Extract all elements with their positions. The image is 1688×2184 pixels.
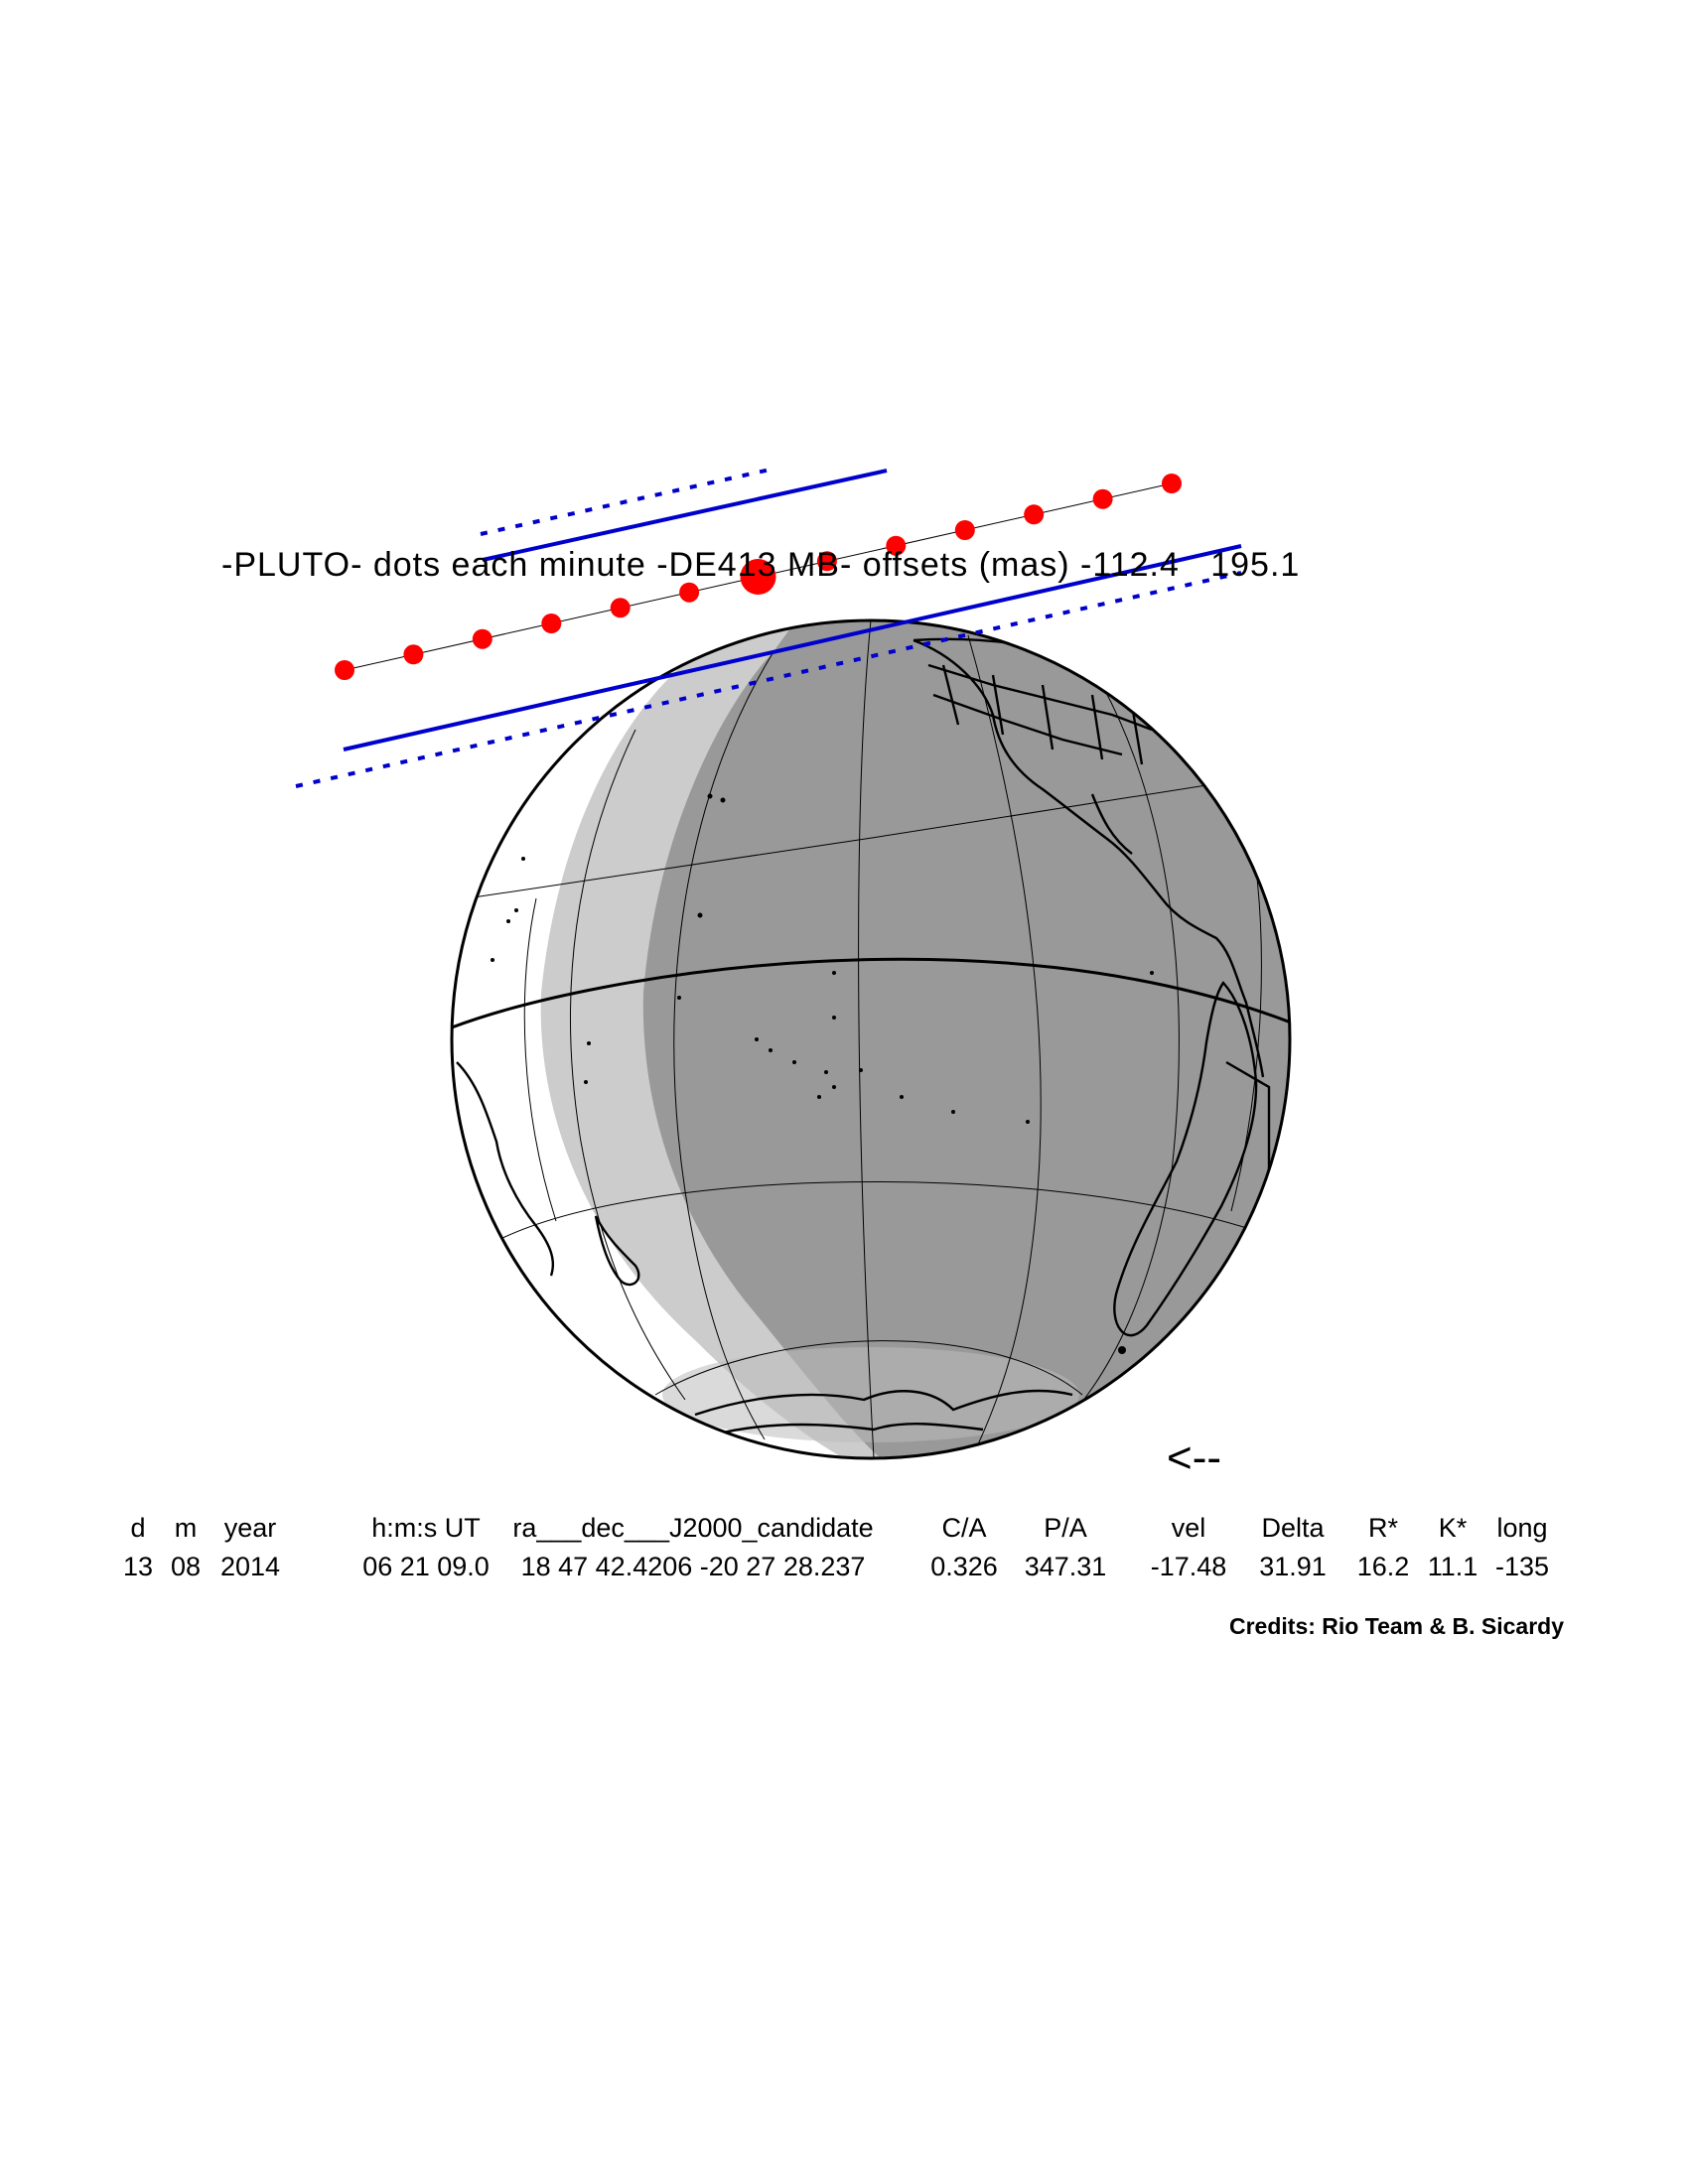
table-header: m <box>175 1513 198 1543</box>
meridian-grid <box>523 620 1262 1458</box>
north-limit-dotted-line <box>480 467 775 536</box>
north-limit-line <box>482 469 888 562</box>
south-limit-line <box>343 544 1242 751</box>
table-header: vel <box>1172 1513 1206 1543</box>
table-header: K* <box>1439 1513 1468 1543</box>
track-dot-central <box>740 559 776 595</box>
table-header: Delta <box>1261 1513 1325 1543</box>
table-header: C/A <box>941 1513 986 1543</box>
track-dot <box>472 628 492 649</box>
equator <box>452 957 1290 1029</box>
track-dot <box>610 598 631 618</box>
table-value: 347.31 <box>1025 1552 1107 1581</box>
table-value: 08 <box>171 1552 201 1581</box>
table-header: ra___dec___J2000_candidate <box>512 1513 873 1543</box>
table-value: 11.1 <box>1428 1552 1478 1581</box>
track-dot <box>954 520 975 540</box>
table-value: 06 21 09.0 <box>362 1552 490 1581</box>
south-limit-dotted-line <box>295 571 1242 788</box>
track-dot <box>1024 504 1045 525</box>
credits: Credits: Rio Team & B. Sicardy <box>1229 1613 1564 1639</box>
table-value: 16.2 <box>1357 1552 1410 1581</box>
table-header: d <box>130 1513 145 1543</box>
track-dot <box>403 644 424 665</box>
track-dot <box>541 614 562 633</box>
occultation-track <box>335 474 1182 680</box>
table-value: 0.326 <box>930 1552 998 1581</box>
direction-arrow: <-- <box>1167 1433 1221 1482</box>
map-title: -PLUTO- dots each minute -DE413 MB- offs… <box>221 546 1300 584</box>
globe-limb <box>450 618 1292 1460</box>
ephemeris-table: d m year h:m:s UT ra___dec___J2000_candidate… <box>123 1513 1549 1581</box>
table-value: 18 47 42.4206 -20 27 28.237 <box>521 1552 866 1581</box>
table-header: P/A <box>1044 1513 1087 1543</box>
pacific-islands <box>491 793 1154 1354</box>
track-dot <box>1092 488 1113 509</box>
table-header: long <box>1496 1513 1547 1543</box>
table-value: -17.48 <box>1151 1552 1227 1581</box>
track-dot <box>1162 474 1182 493</box>
track-dot <box>886 535 907 556</box>
table-value: 31.91 <box>1259 1552 1327 1581</box>
table-value: 2014 <box>220 1552 280 1581</box>
table-value: -135 <box>1495 1552 1549 1581</box>
table-header: year <box>224 1513 277 1543</box>
shadow-limits <box>295 467 1242 788</box>
table-header: R* <box>1368 1513 1398 1543</box>
earth-globe <box>450 618 1292 1460</box>
night-zone <box>642 620 1290 1458</box>
track-dot <box>335 660 354 680</box>
track-dot <box>816 551 837 572</box>
table-header: h:m:s UT <box>371 1513 481 1543</box>
table-value: 13 <box>123 1552 153 1581</box>
track-dot <box>679 582 700 603</box>
